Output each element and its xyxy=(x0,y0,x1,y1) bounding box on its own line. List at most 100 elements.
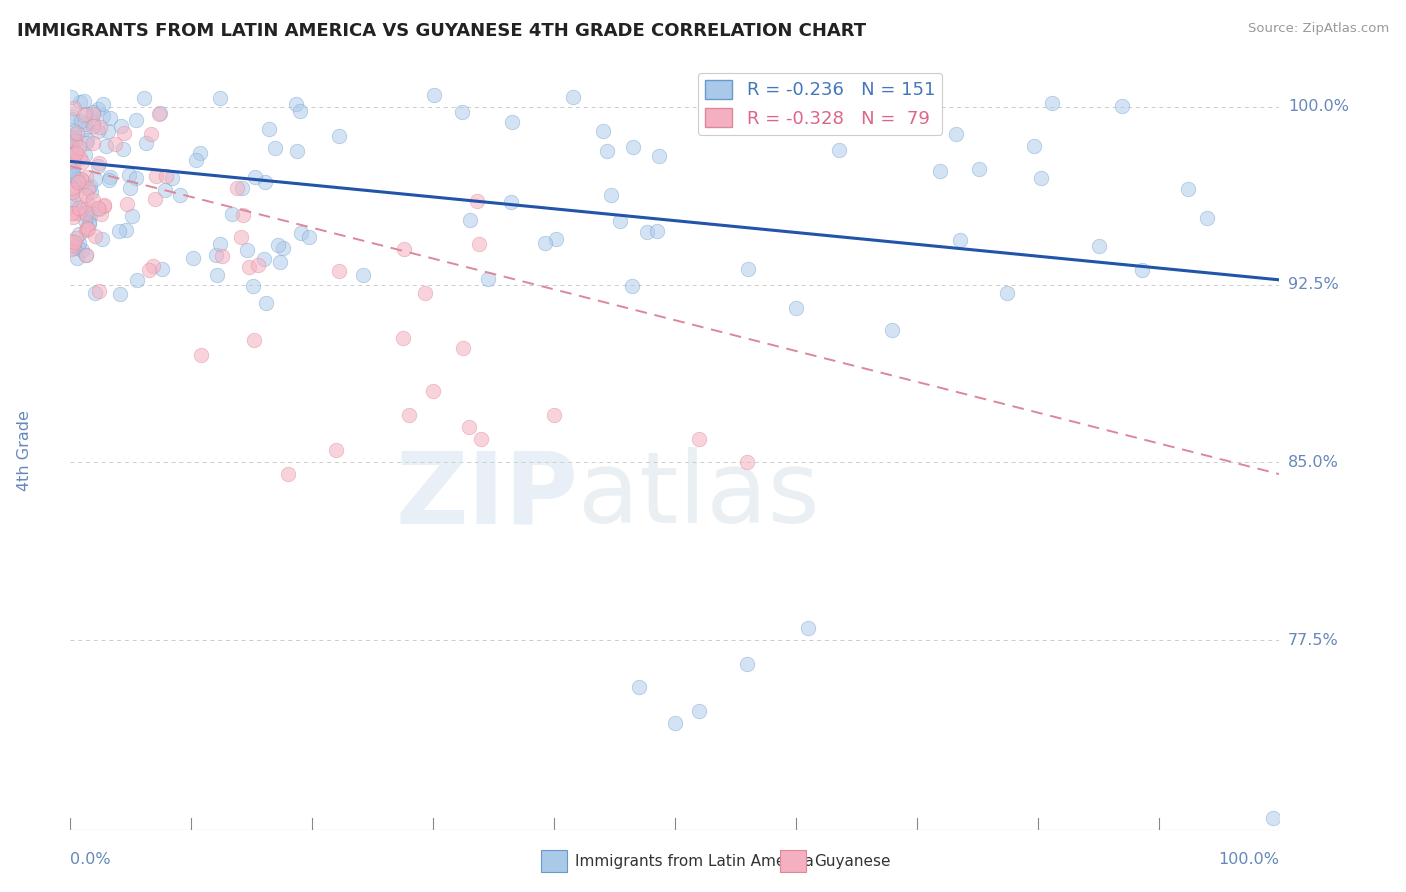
Point xyxy=(664,715,686,730)
Point xyxy=(880,323,903,337)
Point xyxy=(118,168,141,182)
Point xyxy=(62,160,84,174)
Point xyxy=(96,139,118,153)
Point xyxy=(65,187,87,202)
Point xyxy=(66,126,89,140)
Point xyxy=(226,181,249,195)
Point xyxy=(63,124,86,138)
Point xyxy=(737,455,759,469)
Point xyxy=(155,169,177,184)
Point xyxy=(627,681,650,695)
Point xyxy=(60,132,83,146)
Point xyxy=(76,221,98,235)
Point xyxy=(1040,96,1063,111)
Point xyxy=(621,140,644,154)
Point xyxy=(458,212,481,227)
Point xyxy=(184,153,207,168)
Point xyxy=(87,159,110,173)
Point xyxy=(328,264,350,278)
Point xyxy=(62,235,84,249)
Point xyxy=(114,126,136,140)
Point xyxy=(67,227,90,241)
Point xyxy=(59,145,82,159)
Point xyxy=(243,333,266,347)
Point xyxy=(596,144,619,158)
Point xyxy=(72,94,94,108)
Point xyxy=(125,272,148,286)
Point xyxy=(60,109,83,123)
Point xyxy=(267,237,290,252)
Text: 92.5%: 92.5% xyxy=(1288,277,1339,292)
Point xyxy=(209,236,232,251)
Point xyxy=(121,209,143,223)
Point xyxy=(451,341,474,355)
Point xyxy=(69,236,91,251)
Point xyxy=(1195,211,1218,226)
Point xyxy=(232,208,254,222)
Point xyxy=(645,223,668,237)
Point xyxy=(945,127,967,141)
Point xyxy=(110,120,132,134)
Text: IMMIGRANTS FROM LATIN AMERICA VS GUYANESE 4TH GRADE CORRELATION CHART: IMMIGRANTS FROM LATIN AMERICA VS GUYANES… xyxy=(17,22,866,40)
Point xyxy=(65,230,87,244)
Point xyxy=(328,129,350,144)
Point xyxy=(242,279,264,293)
Point xyxy=(600,188,623,202)
Point xyxy=(209,91,232,105)
Point xyxy=(254,295,277,310)
Point xyxy=(69,95,91,109)
Point xyxy=(458,419,481,434)
Text: Source: ZipAtlas.com: Source: ZipAtlas.com xyxy=(1249,22,1389,36)
Point xyxy=(118,180,141,194)
Point xyxy=(647,149,669,163)
Text: 77.5%: 77.5% xyxy=(1288,632,1339,648)
Point xyxy=(949,234,972,248)
Point xyxy=(609,214,631,228)
Point xyxy=(112,142,135,156)
Point xyxy=(62,130,84,145)
Point xyxy=(77,197,100,211)
Point xyxy=(229,229,252,244)
Point xyxy=(63,241,86,255)
Point xyxy=(75,170,97,185)
Point xyxy=(422,88,444,103)
Point xyxy=(89,202,111,217)
Point xyxy=(499,194,522,209)
Point xyxy=(967,162,990,177)
Point xyxy=(70,113,93,128)
Text: 4th Grade: 4th Grade xyxy=(17,410,31,491)
Point xyxy=(73,117,96,131)
Point xyxy=(66,252,89,266)
Point xyxy=(422,384,444,399)
Point xyxy=(60,195,83,210)
Point xyxy=(325,443,347,458)
Point xyxy=(149,105,172,120)
Point xyxy=(562,90,585,104)
Point xyxy=(76,133,98,147)
Point xyxy=(211,249,233,263)
Point xyxy=(60,112,83,126)
Point xyxy=(501,115,523,129)
Point xyxy=(277,467,299,482)
Point xyxy=(75,248,97,262)
Point xyxy=(1087,239,1109,253)
Point xyxy=(125,112,148,127)
Point xyxy=(392,331,415,345)
Point xyxy=(89,284,111,298)
Point xyxy=(67,240,90,254)
Point xyxy=(67,202,90,216)
Point xyxy=(62,206,84,220)
Point xyxy=(115,222,138,236)
Legend: R = -0.236   N = 151, R = -0.328   N =  79: R = -0.236 N = 151, R = -0.328 N = 79 xyxy=(697,73,942,135)
Point xyxy=(73,108,96,122)
Point xyxy=(63,127,86,141)
Point xyxy=(188,145,211,160)
Point xyxy=(737,657,759,671)
Point xyxy=(62,164,84,178)
Point xyxy=(98,170,121,185)
Point xyxy=(284,96,307,111)
Point xyxy=(60,147,83,161)
Text: atlas: atlas xyxy=(578,448,820,544)
Point xyxy=(62,194,84,208)
Point xyxy=(84,286,107,301)
